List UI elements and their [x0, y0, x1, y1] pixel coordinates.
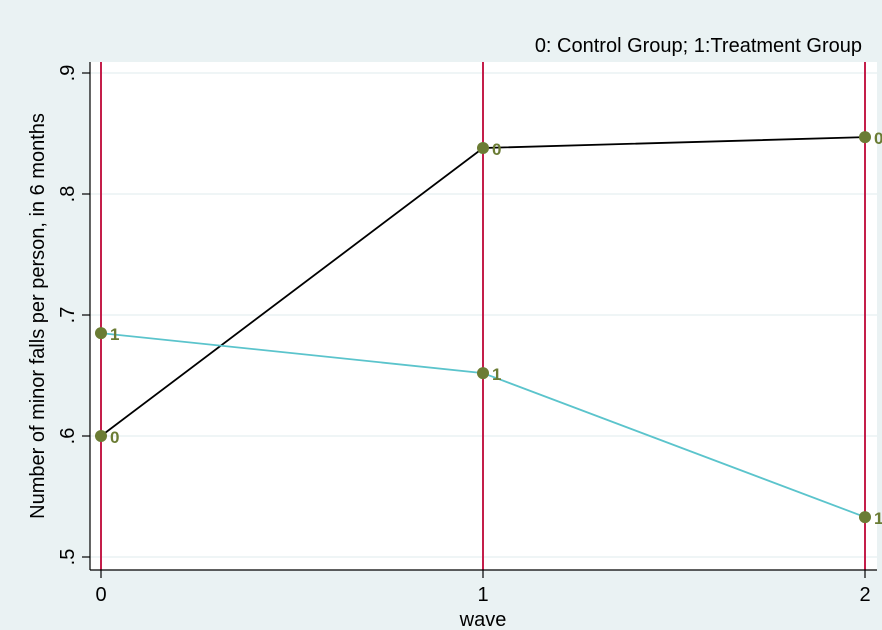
markers: 0 0 0 1 1 1 — [95, 129, 882, 528]
x-ticks: 0 1 2 — [95, 570, 871, 606]
data-point — [95, 327, 107, 340]
x-axis-label: wave — [459, 609, 507, 630]
x-tick-label: 0 — [95, 584, 106, 606]
y-tick-label: .5 — [57, 549, 79, 566]
x-tick-label: 2 — [859, 584, 870, 606]
point-label: 1 — [492, 365, 501, 384]
point-label: 1 — [110, 325, 119, 344]
y-tick-label: .7 — [57, 307, 79, 324]
y-tick-label: .8 — [57, 186, 79, 203]
data-point — [477, 367, 489, 380]
x-tick-label: 1 — [477, 584, 488, 606]
chart-note: 0: Control Group; 1:Treatment Group — [535, 35, 862, 57]
point-label: 0 — [874, 129, 882, 148]
y-tick-label: .6 — [57, 428, 79, 445]
point-label: 1 — [874, 509, 882, 528]
data-point — [95, 430, 107, 442]
y-tick-label: .9 — [57, 65, 79, 82]
y-ticks: .5 .6 .7 .8 .9 — [57, 65, 90, 566]
y-axis-label: Number of minor falls per person, in 6 m… — [27, 113, 49, 519]
data-point — [477, 142, 489, 155]
data-point — [859, 511, 871, 524]
point-label: 0 — [492, 140, 501, 159]
point-label: 0 — [110, 428, 119, 447]
data-point — [859, 131, 871, 144]
